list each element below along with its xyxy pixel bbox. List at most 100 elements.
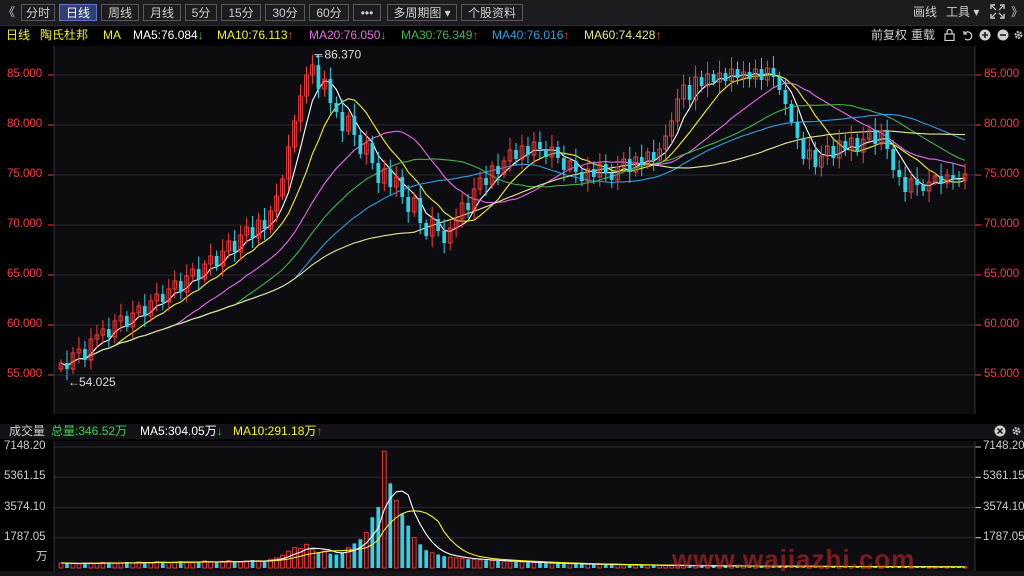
price-tick-label: 75.000 bbox=[7, 168, 43, 180]
volume-bar-up bbox=[531, 562, 537, 569]
price-tick-label: 80.000 bbox=[7, 118, 43, 130]
tab-30min[interactable]: 30分 bbox=[265, 4, 305, 21]
candle-up bbox=[94, 334, 100, 340]
candle-down bbox=[340, 112, 345, 131]
candle-up bbox=[88, 338, 94, 361]
volume-settings-icon[interactable] bbox=[1011, 425, 1022, 437]
candle-down bbox=[556, 147, 560, 158]
ma20-value: MA20:76.050↓ bbox=[309, 28, 387, 42]
volume-bar-down bbox=[436, 554, 441, 568]
volume-bar-up bbox=[280, 554, 285, 569]
volume-bar-down bbox=[484, 560, 488, 568]
volume-bar-down bbox=[651, 565, 656, 568]
candle-up bbox=[836, 140, 842, 159]
volume-bar-down bbox=[579, 564, 584, 568]
candle-up bbox=[58, 362, 64, 370]
lock-icon[interactable] bbox=[944, 29, 955, 41]
volume-bar-up bbox=[645, 564, 651, 569]
tab-15min[interactable]: 15分 bbox=[221, 4, 261, 21]
undo-icon[interactable] bbox=[961, 29, 973, 41]
candle-down bbox=[639, 157, 644, 165]
volume-bar-down bbox=[556, 563, 560, 568]
candle-down bbox=[609, 173, 614, 180]
volume-bar-down bbox=[334, 554, 339, 568]
volume-bar-down bbox=[538, 562, 542, 568]
volume-bar-down bbox=[370, 517, 375, 568]
volume-bar-up bbox=[130, 562, 136, 569]
reload-button[interactable]: 重载 bbox=[911, 28, 936, 42]
volume-bar-up bbox=[268, 558, 273, 569]
candle-up bbox=[154, 293, 160, 302]
candle-down bbox=[544, 149, 548, 157]
candle-down bbox=[466, 203, 470, 210]
candle-up bbox=[184, 275, 190, 293]
volume-bar-down bbox=[801, 566, 806, 568]
price-tick-label: 60.000 bbox=[7, 318, 43, 330]
volume-bar-down bbox=[855, 566, 860, 568]
tab-weekly[interactable]: 周线 bbox=[101, 4, 139, 21]
volume-bar-up bbox=[567, 563, 573, 569]
volume-bar-down bbox=[699, 565, 704, 568]
volume-bar-down bbox=[831, 566, 836, 568]
volume-bar-down bbox=[897, 566, 902, 568]
volume-bar-up bbox=[615, 564, 621, 569]
collapse-left-icon[interactable]: 《 bbox=[3, 5, 16, 19]
close-volume-icon[interactable] bbox=[994, 425, 1006, 437]
volume-tick-label: 1787.05 bbox=[983, 530, 1024, 543]
candle-down bbox=[891, 149, 896, 170]
collapse-right-icon[interactable]: 》 bbox=[1011, 5, 1024, 19]
volume-bar-down bbox=[340, 552, 345, 568]
volume-ma10-line bbox=[60, 510, 965, 568]
volume-bar-down bbox=[142, 562, 147, 568]
candle-down bbox=[951, 175, 955, 179]
volume-bar-down bbox=[735, 566, 740, 568]
settings-gear-icon[interactable] bbox=[1013, 29, 1024, 41]
candle-down bbox=[627, 159, 632, 172]
candle-up bbox=[238, 234, 243, 253]
volume-bar-up bbox=[364, 532, 369, 569]
candle-down bbox=[160, 294, 165, 302]
volume-bar-up bbox=[70, 563, 76, 569]
stock-name: 陶氏杜邦 bbox=[40, 28, 89, 42]
tab-5min[interactable]: 5分 bbox=[185, 4, 217, 21]
candle-down bbox=[843, 141, 848, 150]
price-tick-label: 65.000 bbox=[7, 268, 43, 280]
candle-up bbox=[519, 145, 525, 160]
volume-bar-up bbox=[597, 563, 603, 569]
more-periods-button[interactable]: ••• bbox=[353, 4, 381, 21]
candlestick-chart[interactable]: 86.370←← 54.025 bbox=[0, 0, 1024, 420]
ma10-line bbox=[60, 74, 966, 367]
volume-bar-up bbox=[172, 561, 178, 569]
volume-panel-background bbox=[54, 441, 975, 571]
candle-up bbox=[860, 138, 866, 153]
ma-label[interactable]: MA bbox=[103, 28, 121, 42]
candle-up bbox=[597, 163, 603, 178]
stock-profile-button[interactable]: 个股资料 bbox=[461, 4, 523, 21]
candle-up bbox=[489, 165, 495, 186]
candle-up bbox=[471, 188, 477, 211]
candle-down bbox=[83, 349, 87, 360]
fullscreen-icon[interactable] bbox=[990, 3, 1005, 20]
volume-bar-down bbox=[65, 563, 69, 568]
candle-up bbox=[190, 268, 196, 277]
draw-line-button[interactable]: 画线 bbox=[913, 5, 938, 19]
candle-down bbox=[442, 231, 447, 243]
tools-dropdown[interactable]: 工具 ▾ bbox=[946, 5, 980, 19]
candle-down bbox=[214, 256, 219, 266]
tab-monthly[interactable]: 月线 bbox=[143, 4, 181, 21]
price-tick-label: 70.000 bbox=[7, 218, 43, 230]
tab-fenshi[interactable]: 分时 bbox=[21, 4, 55, 21]
tab-60min[interactable]: 60分 bbox=[309, 4, 349, 21]
volume-bar-down bbox=[466, 559, 470, 568]
zoom-out-icon[interactable] bbox=[997, 29, 1009, 41]
multi-period-dropdown[interactable]: 多周期图 ▾ bbox=[387, 4, 457, 21]
candle-down bbox=[424, 223, 429, 236]
tab-daily[interactable]: 日线 bbox=[59, 4, 97, 21]
volume-bar-down bbox=[627, 564, 632, 568]
volume-bar-down bbox=[214, 562, 219, 568]
candle-up bbox=[663, 135, 668, 150]
candle-down bbox=[747, 72, 752, 79]
adjust-forward-button[interactable]: 前复权 bbox=[871, 28, 908, 42]
zoom-in-icon[interactable] bbox=[979, 29, 991, 41]
